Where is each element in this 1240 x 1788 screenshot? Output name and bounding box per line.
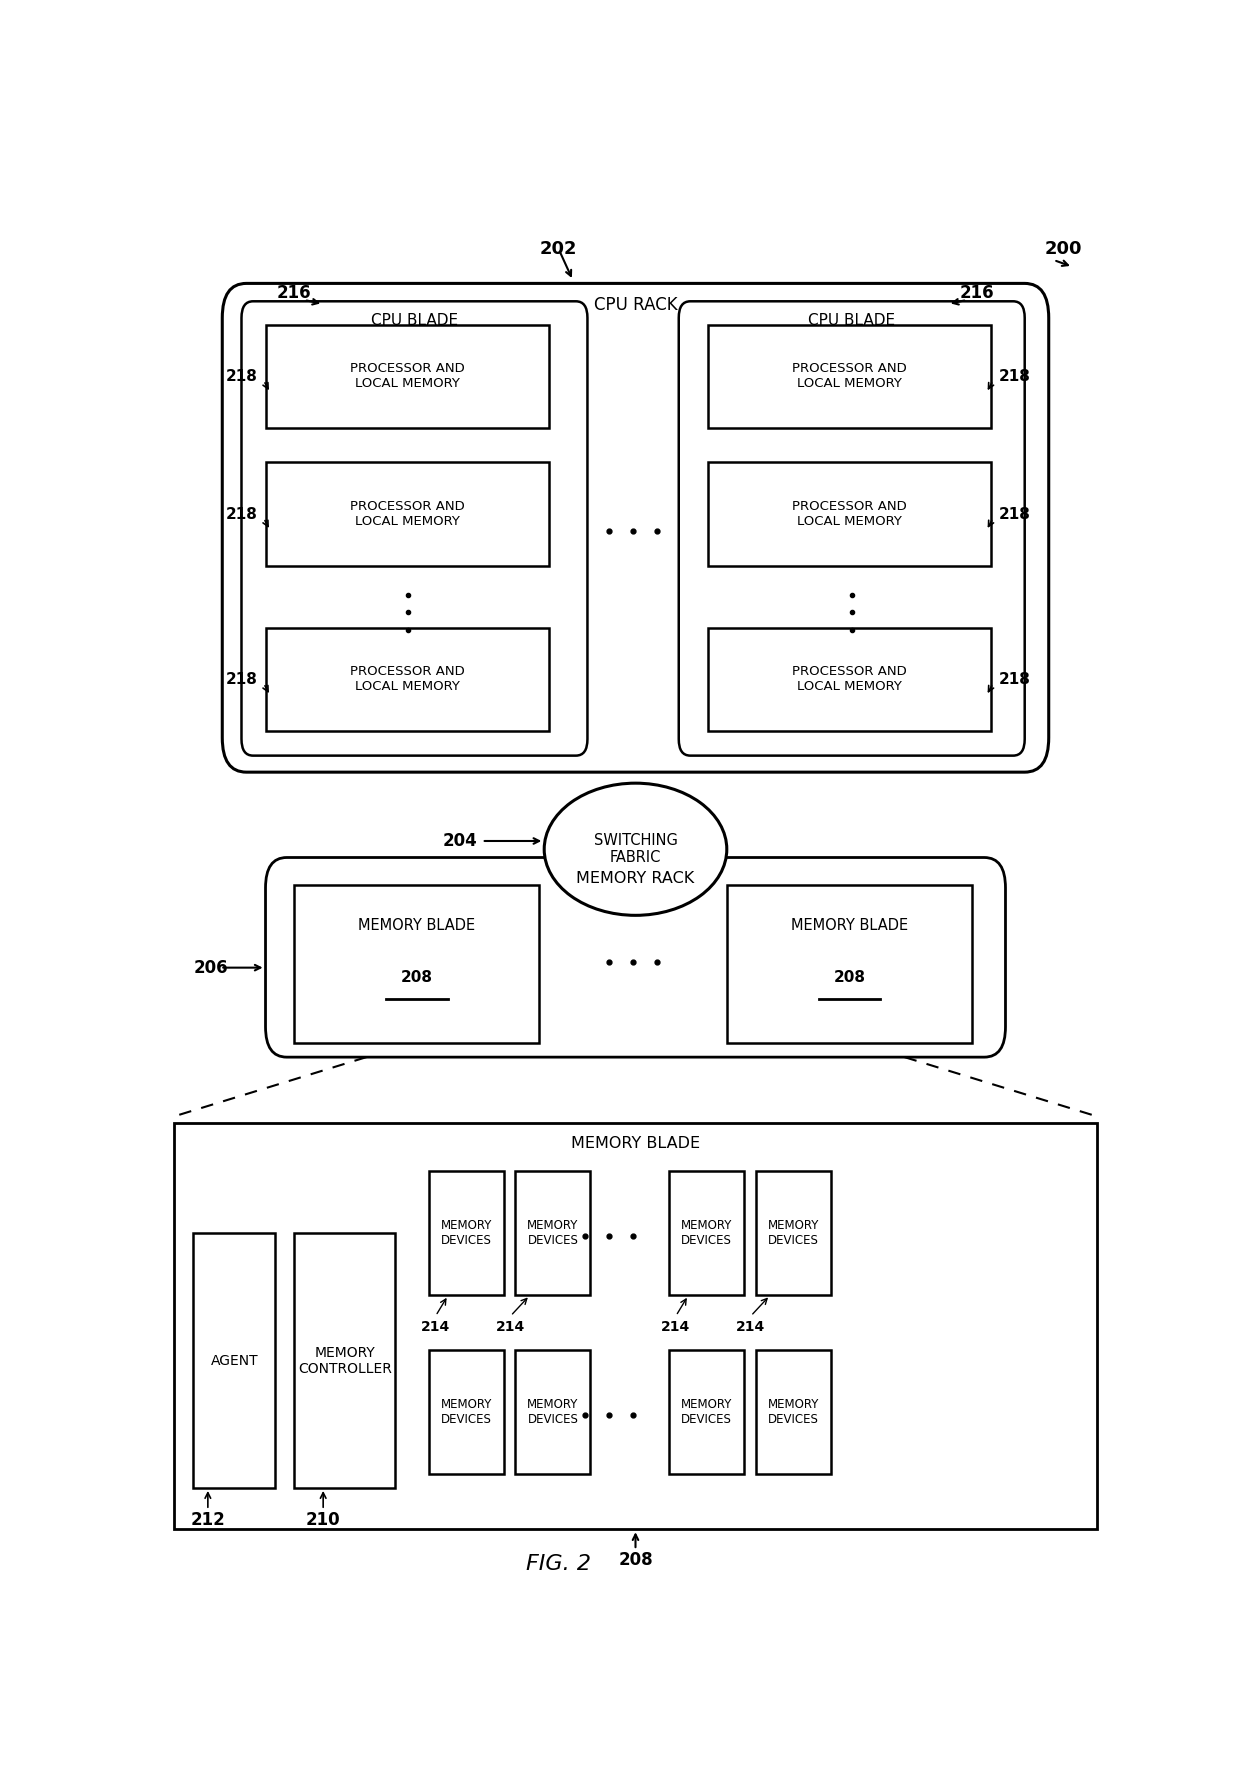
Text: 210: 210 [306, 1511, 341, 1529]
Bar [265, 325, 549, 427]
Text: AGENT: AGENT [211, 1354, 258, 1368]
Text: 218: 218 [226, 672, 258, 687]
Text: PROCESSOR AND
LOCAL MEMORY: PROCESSOR AND LOCAL MEMORY [350, 501, 465, 527]
Text: CPU RACK: CPU RACK [594, 297, 677, 315]
Bar [429, 1171, 503, 1295]
Text: 214: 214 [422, 1320, 450, 1334]
Text: PROCESSOR AND
LOCAL MEMORY: PROCESSOR AND LOCAL MEMORY [350, 665, 465, 694]
Text: MEMORY
DEVICES: MEMORY DEVICES [768, 1219, 818, 1248]
Text: 216: 216 [960, 284, 994, 302]
Bar [516, 1171, 590, 1295]
Text: MEMORY
DEVICES: MEMORY DEVICES [440, 1219, 492, 1248]
Text: 208: 208 [619, 1550, 652, 1568]
Bar [708, 463, 991, 565]
Text: 218: 218 [998, 672, 1030, 687]
Text: CPU BLADE: CPU BLADE [808, 313, 895, 327]
Text: PROCESSOR AND
LOCAL MEMORY: PROCESSOR AND LOCAL MEMORY [792, 501, 906, 527]
Bar [265, 628, 549, 731]
Ellipse shape [544, 783, 727, 915]
Text: SWITCHING
FABRIC: SWITCHING FABRIC [594, 833, 677, 865]
Text: PROCESSOR AND
LOCAL MEMORY: PROCESSOR AND LOCAL MEMORY [350, 363, 465, 390]
Bar [670, 1171, 744, 1295]
Text: 206: 206 [193, 958, 228, 976]
Text: MEMORY
CONTROLLER: MEMORY CONTROLLER [298, 1346, 392, 1375]
Bar [670, 1350, 744, 1475]
Text: MEMORY BLADE: MEMORY BLADE [791, 919, 908, 933]
Bar [193, 1234, 275, 1488]
Bar [265, 463, 549, 565]
Text: MEMORY
DEVICES: MEMORY DEVICES [681, 1398, 733, 1427]
Bar [174, 1123, 1096, 1529]
Bar [755, 1350, 831, 1475]
FancyBboxPatch shape [265, 858, 1006, 1057]
Text: MEMORY
DEVICES: MEMORY DEVICES [527, 1219, 579, 1248]
Text: 218: 218 [998, 506, 1030, 522]
Text: 202: 202 [539, 240, 578, 257]
Text: 214: 214 [737, 1320, 765, 1334]
Bar [429, 1350, 503, 1475]
Text: 218: 218 [226, 506, 258, 522]
Text: CPU BLADE: CPU BLADE [371, 313, 458, 327]
Text: 216: 216 [277, 284, 311, 302]
Bar [294, 1234, 396, 1488]
Text: 204: 204 [443, 831, 477, 849]
Bar [708, 628, 991, 731]
Text: FIG. 2: FIG. 2 [526, 1554, 591, 1573]
Text: 214: 214 [661, 1320, 691, 1334]
Text: 218: 218 [998, 368, 1030, 384]
Text: 208: 208 [833, 971, 866, 985]
Text: PROCESSOR AND
LOCAL MEMORY: PROCESSOR AND LOCAL MEMORY [792, 665, 906, 694]
Text: MEMORY BLADE: MEMORY BLADE [358, 919, 475, 933]
Text: MEMORY
DEVICES: MEMORY DEVICES [768, 1398, 818, 1427]
Text: 214: 214 [496, 1320, 526, 1334]
Bar [708, 325, 991, 427]
Text: MEMORY
DEVICES: MEMORY DEVICES [681, 1219, 733, 1248]
Text: MEMORY RACK: MEMORY RACK [577, 871, 694, 885]
Bar [727, 885, 972, 1044]
FancyBboxPatch shape [222, 283, 1049, 772]
FancyBboxPatch shape [678, 302, 1024, 756]
Text: MEMORY BLADE: MEMORY BLADE [570, 1137, 701, 1151]
FancyBboxPatch shape [242, 302, 588, 756]
Text: 208: 208 [401, 971, 433, 985]
Text: 200: 200 [1044, 240, 1081, 257]
Text: MEMORY
DEVICES: MEMORY DEVICES [440, 1398, 492, 1427]
Text: PROCESSOR AND
LOCAL MEMORY: PROCESSOR AND LOCAL MEMORY [792, 363, 906, 390]
Bar [294, 885, 539, 1044]
Text: MEMORY
DEVICES: MEMORY DEVICES [527, 1398, 579, 1427]
Bar [516, 1350, 590, 1475]
Text: 212: 212 [191, 1511, 226, 1529]
Text: 218: 218 [226, 368, 258, 384]
Bar [755, 1171, 831, 1295]
